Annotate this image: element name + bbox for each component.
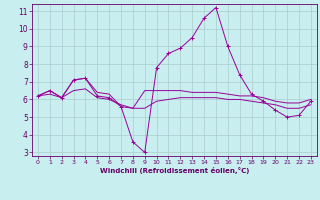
X-axis label: Windchill (Refroidissement éolien,°C): Windchill (Refroidissement éolien,°C) <box>100 167 249 174</box>
